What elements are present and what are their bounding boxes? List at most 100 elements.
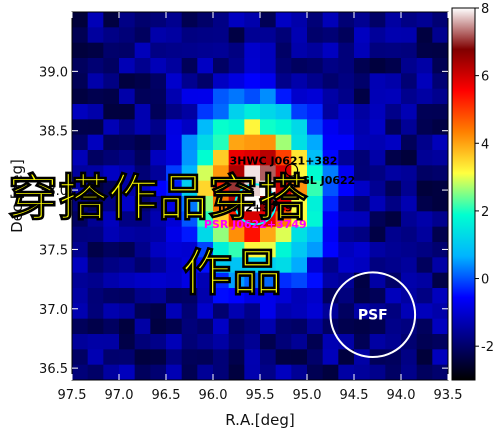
heatmap-cell xyxy=(150,349,167,366)
source-label: 3HWC J0621+382 xyxy=(230,154,338,167)
heatmap-cell xyxy=(401,73,418,90)
heatmap-cell xyxy=(401,226,418,243)
heatmap-cell xyxy=(72,318,89,335)
heatmap-cell xyxy=(72,303,89,320)
heatmap-cell xyxy=(401,27,418,44)
heatmap-cell xyxy=(385,334,402,350)
heatmap-cell xyxy=(338,12,355,28)
heatmap-cell xyxy=(197,165,214,182)
heatmap-cell xyxy=(401,58,418,74)
heatmap-cell xyxy=(291,42,308,59)
colorbar-tick-label: 2 xyxy=(481,205,489,220)
heatmap-cell xyxy=(103,242,120,258)
heatmap-cell xyxy=(166,303,183,320)
heatmap-cell xyxy=(150,134,167,151)
heatmap-cell xyxy=(197,211,214,228)
heatmap-cell xyxy=(260,134,277,151)
heatmap-cell xyxy=(197,104,214,120)
heatmap-cell xyxy=(338,73,355,90)
x-tick-label: 97.5 xyxy=(58,388,87,403)
heatmap-cell xyxy=(401,88,418,105)
heatmap-cell xyxy=(244,73,261,90)
heatmap-cell xyxy=(369,27,386,44)
heatmap-cell xyxy=(260,73,277,90)
heatmap-cell xyxy=(150,27,167,44)
heatmap-cell xyxy=(119,12,136,28)
heatmap-cell xyxy=(322,318,339,335)
heatmap-cell xyxy=(244,58,261,74)
heatmap-cell xyxy=(322,88,339,105)
heatmap-cell xyxy=(432,12,448,28)
heatmap-cell xyxy=(72,12,89,28)
heatmap-cell xyxy=(354,318,371,335)
heatmap-cell xyxy=(416,180,433,197)
heatmap-cell xyxy=(197,242,214,258)
heatmap-cell xyxy=(275,288,292,304)
heatmap-cell xyxy=(150,364,167,380)
heatmap-cell xyxy=(307,104,324,120)
x-axis-ticks: 97.5 97.0 96.5 96.0 95.5 95.0 94.5 94.0 93.5 xyxy=(58,12,462,403)
psf-circle xyxy=(329,271,417,359)
heatmap-cell xyxy=(72,134,89,151)
heatmap-cell xyxy=(432,104,448,120)
heatmap-cell xyxy=(228,349,245,366)
heatmap-cell xyxy=(87,104,104,120)
heatmap-cell xyxy=(401,12,418,28)
heatmap-cell xyxy=(275,257,292,274)
heatmap-cell xyxy=(103,88,120,105)
heatmap-cell xyxy=(87,364,104,380)
source-dot-marker xyxy=(272,200,279,207)
y-axis-ticks: 36.5 37.0 37.5 38.0 38.5 39.0 xyxy=(39,65,448,377)
heatmap-cell xyxy=(385,288,402,304)
source-triangle-marker xyxy=(278,172,289,182)
heatmap-cell xyxy=(197,272,214,289)
heatmap-cell xyxy=(134,257,151,274)
heatmap-cell xyxy=(369,334,386,350)
y-tick-label: 38.0 xyxy=(39,184,68,199)
heatmap-cell xyxy=(401,318,418,335)
heatmap-cell xyxy=(72,180,89,197)
heatmap-cell xyxy=(213,119,230,136)
heatmap-cell xyxy=(244,104,261,120)
heatmap-cell xyxy=(213,242,230,258)
heatmap-cell xyxy=(369,42,386,59)
heatmap-cell xyxy=(432,303,448,320)
heatmap-cell xyxy=(385,318,402,335)
heatmap-cell xyxy=(307,303,324,320)
heatmap-cell xyxy=(244,134,261,151)
heatmap-cell xyxy=(150,180,167,197)
heatmap-cell xyxy=(322,364,339,380)
heatmap-cell xyxy=(119,288,136,304)
heatmap-cell xyxy=(322,150,339,166)
heatmap-cell xyxy=(87,58,104,74)
heatmap-cell xyxy=(228,119,245,136)
heatmap-cell xyxy=(228,165,245,182)
heatmap-cell xyxy=(338,134,355,151)
heatmap-cell xyxy=(150,211,167,228)
heatmap-cell xyxy=(166,27,183,44)
heatmap-cell xyxy=(72,27,89,44)
heatmap-cell xyxy=(291,257,308,274)
heatmap-cell xyxy=(354,288,371,304)
heatmap-cell xyxy=(213,272,230,289)
heatmap-cell xyxy=(197,42,214,59)
heatmap-cell xyxy=(103,257,120,274)
heatmap-cell xyxy=(197,134,214,151)
heatmap-cell xyxy=(354,180,371,197)
heatmap-cell xyxy=(416,165,433,182)
heatmap-cell xyxy=(197,318,214,335)
heatmap-cell xyxy=(87,272,104,289)
heatmap-cell xyxy=(119,303,136,320)
heatmap-cell xyxy=(119,165,136,182)
heatmap-cell xyxy=(134,58,151,74)
heatmap-cell xyxy=(197,288,214,304)
heatmap-cell xyxy=(213,134,230,151)
heatmap-cell xyxy=(369,257,386,274)
heatmap-cell xyxy=(401,165,418,182)
heatmap-cell xyxy=(72,226,89,243)
heatmap-cell xyxy=(213,334,230,350)
heatmap-cell xyxy=(354,42,371,59)
heatmap-cell xyxy=(244,364,261,380)
colorbar-ticks: 8 6 4 2 0 -2 xyxy=(475,2,494,355)
heatmap-cell xyxy=(244,42,261,59)
